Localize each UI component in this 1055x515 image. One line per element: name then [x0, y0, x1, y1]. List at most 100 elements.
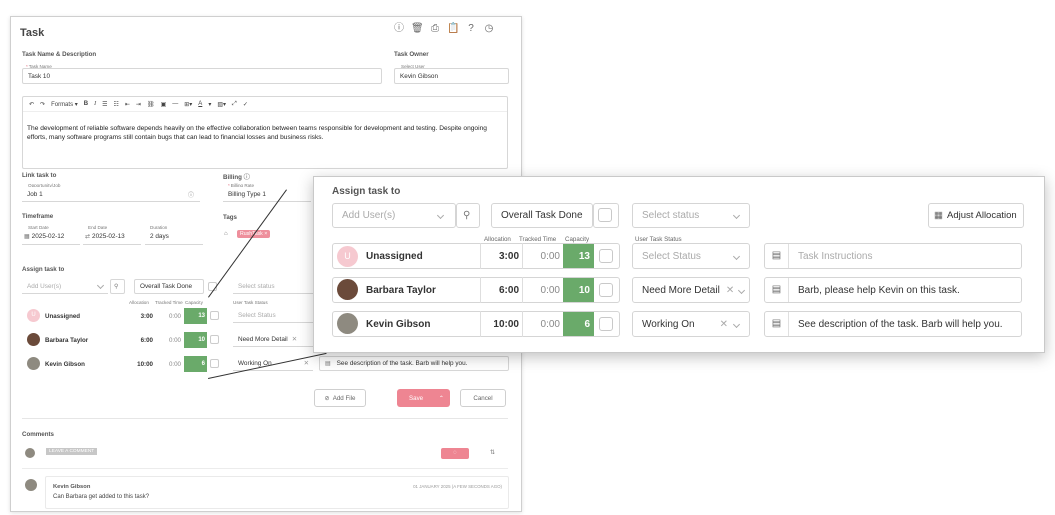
- assignee-name: Unassigned: [45, 313, 81, 320]
- clear-status-icon[interactable]: ✕: [291, 336, 298, 343]
- done-checkbox[interactable]: [599, 249, 613, 263]
- user-icon: ⚲: [463, 210, 471, 221]
- horizontal-rule-icon[interactable]: —: [172, 101, 179, 107]
- sort-icon[interactable]: ⇅: [490, 450, 496, 456]
- allocation-value[interactable]: 10:00: [493, 319, 519, 330]
- help-icon[interactable]: ?: [468, 23, 474, 34]
- clock-icon[interactable]: ◷: [484, 23, 494, 34]
- capacity-value: 10: [563, 278, 594, 302]
- description-editor[interactable]: ↶ ↷ Formats ▾ B I ☰ ☷ ⇤ ⇥ ⛓ ▣ — ⊞▾ A ▾ ▧▾…: [22, 96, 508, 169]
- chevron-down-icon: [438, 210, 443, 221]
- bold-icon[interactable]: B: [83, 101, 89, 107]
- link-icon[interactable]: ⛓: [146, 101, 155, 108]
- divider: [22, 418, 508, 419]
- refresh-button[interactable]: ◌: [441, 448, 469, 459]
- clipboard-icon[interactable]: 📋: [447, 23, 460, 34]
- overall-done-field: Overall Task Done: [491, 203, 593, 228]
- background-color-icon[interactable]: ▧▾: [217, 101, 227, 108]
- user-picker-button[interactable]: ⚲: [110, 279, 125, 294]
- image-icon[interactable]: ▣: [160, 101, 167, 108]
- user-status-select[interactable]: Need More Detail ✕: [233, 332, 313, 347]
- done-checkbox[interactable]: [599, 317, 613, 331]
- leave-comment-button[interactable]: LEAVE A COMMENT: [46, 448, 98, 455]
- undo-icon[interactable]: ↶: [29, 101, 35, 108]
- avatar: U: [337, 246, 358, 267]
- start-date-label: Start Date: [28, 225, 49, 230]
- print-icon[interactable]: ⎙: [431, 23, 439, 34]
- task-owner-select[interactable]: Kevin Gibson: [394, 68, 509, 84]
- select-status-dropdown[interactable]: Select status: [632, 203, 750, 228]
- formats-dropdown[interactable]: Formats ▾: [51, 101, 78, 108]
- check-icon[interactable]: ✓: [242, 101, 248, 108]
- italic-icon[interactable]: I: [94, 101, 97, 107]
- fullscreen-icon[interactable]: ⤢: [232, 100, 237, 107]
- allocation-value[interactable]: 10:00: [137, 361, 153, 368]
- end-date-input[interactable]: ⇄ 2025-02-13: [83, 229, 141, 245]
- tag-remove-icon[interactable]: ×: [264, 231, 268, 237]
- duration-input[interactable]: 2 days: [145, 229, 203, 245]
- user-status-select[interactable]: Select Status: [233, 308, 313, 323]
- note-icon: ▤: [325, 361, 331, 367]
- note-icon: ▤: [765, 244, 789, 268]
- outdent-icon[interactable]: ⇤: [124, 101, 130, 108]
- done-checkbox[interactable]: [210, 359, 219, 368]
- trash-icon[interactable]: 🗑: [411, 23, 424, 34]
- table-icon[interactable]: ⊞▾: [184, 101, 193, 108]
- redo-icon[interactable]: ↷: [40, 101, 46, 108]
- instruction-field[interactable]: ▤ See description of the task. Barb will …: [319, 356, 509, 371]
- add-file-button[interactable]: ⊘ Add File: [314, 389, 366, 407]
- billing-info-icon: ⓘ: [243, 174, 250, 181]
- info-icon[interactable]: ⓘ: [394, 23, 404, 34]
- opportunity-select[interactable]: Job 1 ⓘ: [22, 187, 200, 202]
- numbered-list-icon[interactable]: ☷: [113, 101, 119, 108]
- capacity-value: 6: [563, 312, 594, 336]
- clear-status-icon[interactable]: ✕: [719, 318, 728, 330]
- allocation-value[interactable]: 3:00: [140, 313, 153, 320]
- clear-status-icon[interactable]: ✕: [303, 360, 309, 367]
- overall-done-checkbox[interactable]: [598, 208, 612, 222]
- end-date-label: End Date: [88, 225, 108, 230]
- repeat-icon: ⇄: [85, 234, 91, 240]
- adjust-allocation-button[interactable]: ▦ Adjust Allocation: [928, 203, 1024, 228]
- allocation-value[interactable]: 3:00: [498, 251, 519, 262]
- duration-label: Duration: [150, 225, 168, 230]
- link-task-section-label: Link task to: [22, 172, 57, 179]
- done-checkbox[interactable]: [599, 283, 613, 297]
- save-options-icon[interactable]: ⌃: [438, 394, 444, 402]
- select-status-dropdown[interactable]: Select status: [233, 279, 313, 294]
- col-user-status: User Task Status: [635, 236, 682, 243]
- instruction-field[interactable]: ▤ See description of the task. Barb will …: [764, 311, 1022, 337]
- assign-title: Assign task to: [332, 186, 401, 197]
- bullet-list-icon[interactable]: ☰: [102, 101, 108, 108]
- clear-status-icon[interactable]: ✕: [725, 284, 735, 296]
- allocation-value[interactable]: 6:00: [498, 285, 519, 296]
- avatar: [337, 313, 358, 334]
- add-users-select[interactable]: Add User(s): [332, 203, 456, 228]
- user-status-select[interactable]: Need More Detail ✕: [632, 277, 750, 303]
- user-picker-button[interactable]: ⚲: [456, 203, 480, 228]
- instruction-field[interactable]: ▤ Barb, please help Kevin on this task.: [764, 277, 1022, 303]
- start-date-input[interactable]: ▦ 2025-02-12: [22, 229, 80, 245]
- billing-rate-select[interactable]: Billing Type 1: [223, 187, 311, 202]
- done-checkbox[interactable]: [210, 335, 219, 344]
- avatar: U: [27, 309, 40, 322]
- tracked-value: 0:00: [168, 313, 181, 320]
- instruction-field[interactable]: ▤ Task Instructions: [764, 243, 1022, 269]
- avatar: [27, 333, 40, 346]
- add-users-select[interactable]: Add User(s): [22, 279, 108, 294]
- allocation-value[interactable]: 6:00: [140, 337, 153, 344]
- done-checkbox[interactable]: [210, 311, 219, 320]
- save-button[interactable]: Save ⌃: [397, 389, 450, 407]
- assignee-name: Kevin Gibson: [45, 361, 85, 368]
- text-color-dropdown-icon[interactable]: ▾: [208, 101, 212, 108]
- user-status-select[interactable]: Working On ✕: [632, 311, 750, 337]
- avatar: [337, 279, 358, 300]
- indent-icon[interactable]: ⇥: [135, 101, 141, 108]
- task-name-section-label: Task Name & Description: [22, 51, 97, 58]
- billing-rate-label: Billing Rate: [228, 183, 254, 188]
- text-color-icon[interactable]: A: [198, 101, 203, 107]
- user-status-select[interactable]: Select Status: [632, 243, 750, 269]
- cancel-button[interactable]: Cancel: [460, 389, 506, 407]
- capacity-value: 13: [184, 308, 207, 324]
- task-name-input[interactable]: Task 10: [22, 68, 382, 84]
